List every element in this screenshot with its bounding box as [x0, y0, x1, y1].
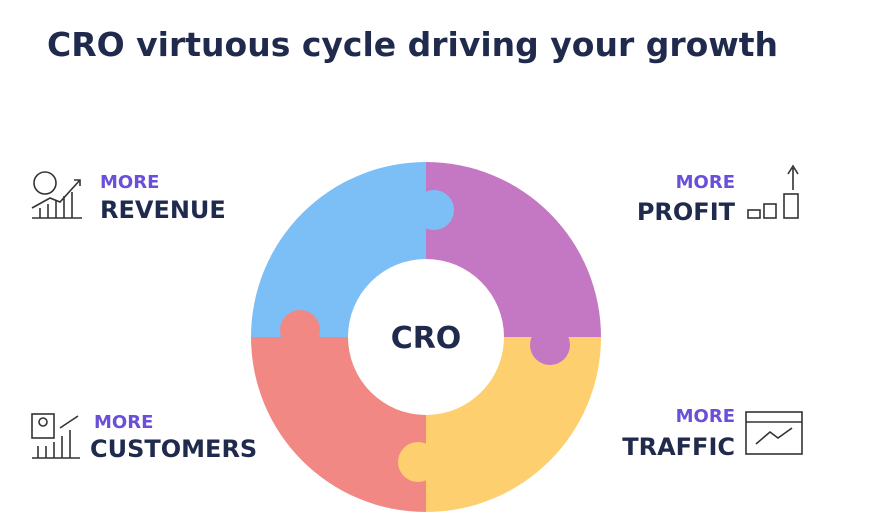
knob-yellow [398, 442, 438, 482]
item-label: REVENUE [100, 196, 226, 224]
item-label: CUSTOMERS [90, 435, 257, 463]
more-label: MORE [100, 172, 159, 193]
title: CRO virtuous cycle driving your growth [47, 25, 778, 64]
center-circle [348, 259, 504, 415]
cycle: CRO [251, 162, 601, 512]
item-label: PROFIT [637, 198, 736, 226]
knob-blue [414, 190, 454, 230]
revenue-icon [31, 171, 82, 219]
traffic-icon [745, 411, 803, 455]
item-label: TRAFFIC [622, 433, 735, 461]
center-label: CRO [391, 321, 462, 356]
more-label: MORE [676, 406, 735, 427]
more-label: MORE [94, 412, 153, 433]
knob-salmon [280, 310, 320, 350]
knob-purple [530, 325, 570, 365]
profit-icon [747, 164, 799, 219]
customers-icon [31, 413, 80, 459]
more-label: MORE [676, 172, 735, 193]
